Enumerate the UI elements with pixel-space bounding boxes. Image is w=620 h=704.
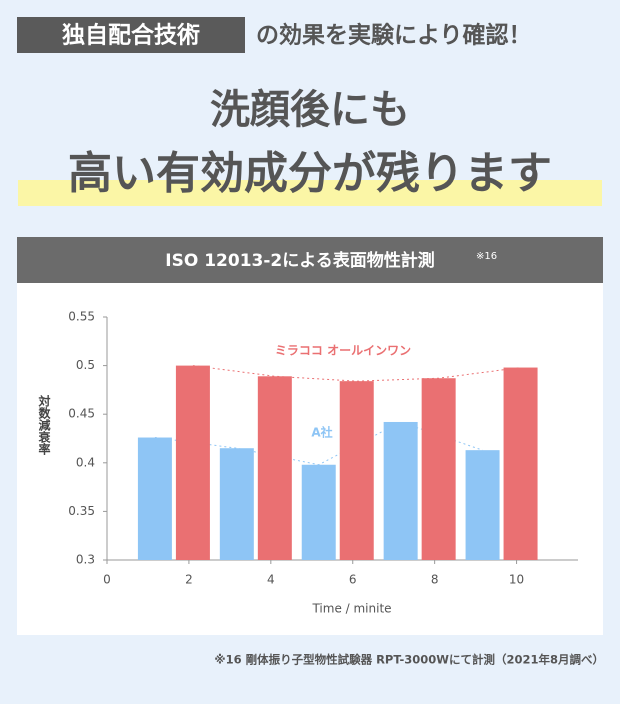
bar xyxy=(301,464,336,560)
footnote: ※16 剛体振り子型物性試験器 RPT-3000Wにて計測（2021年8月調べ） xyxy=(214,653,604,667)
badge-box xyxy=(17,17,245,53)
y-axis-label: 対数減衰率 xyxy=(37,394,51,456)
x-tick-label: 4 xyxy=(267,573,275,587)
bar xyxy=(503,367,538,560)
panel-header xyxy=(17,237,603,283)
y-tick-label: 0.45 xyxy=(68,407,95,421)
panel-note: ※16 xyxy=(476,251,497,262)
highlight xyxy=(18,180,602,206)
y-tick-label: 0.3 xyxy=(76,553,95,567)
x-axis-label: Time / minite xyxy=(311,602,391,616)
series-label: A社 xyxy=(311,425,332,440)
headline-1: 洗顔後にも xyxy=(210,87,410,133)
bar xyxy=(421,378,456,560)
bar xyxy=(339,381,374,560)
y-tick-label: 0.4 xyxy=(76,455,95,469)
bar xyxy=(175,365,210,560)
y-tick-label: 0.55 xyxy=(68,310,95,324)
series-label: ミラココ オールインワン xyxy=(275,344,411,358)
tagline: の効果を実験により確認！ xyxy=(256,22,532,49)
x-tick-label: 10 xyxy=(509,573,524,587)
badge: 独自配合技術 xyxy=(62,22,200,49)
trend-line xyxy=(192,365,521,382)
panel-title: ISO 12013-2による表面物性計測 xyxy=(165,250,434,271)
headline-2: 高い有効成分が残ります xyxy=(68,148,552,199)
x-tick-label: 8 xyxy=(431,573,439,587)
y-tick-label: 0.5 xyxy=(76,358,95,372)
bar xyxy=(257,376,292,560)
bar xyxy=(383,421,418,560)
bar xyxy=(219,448,254,560)
bar xyxy=(137,437,172,560)
x-tick-label: 6 xyxy=(349,573,357,587)
x-tick-label: 0 xyxy=(103,573,111,587)
x-tick-label: 2 xyxy=(185,573,193,587)
y-tick-label: 0.35 xyxy=(68,504,95,518)
bar xyxy=(465,450,500,560)
